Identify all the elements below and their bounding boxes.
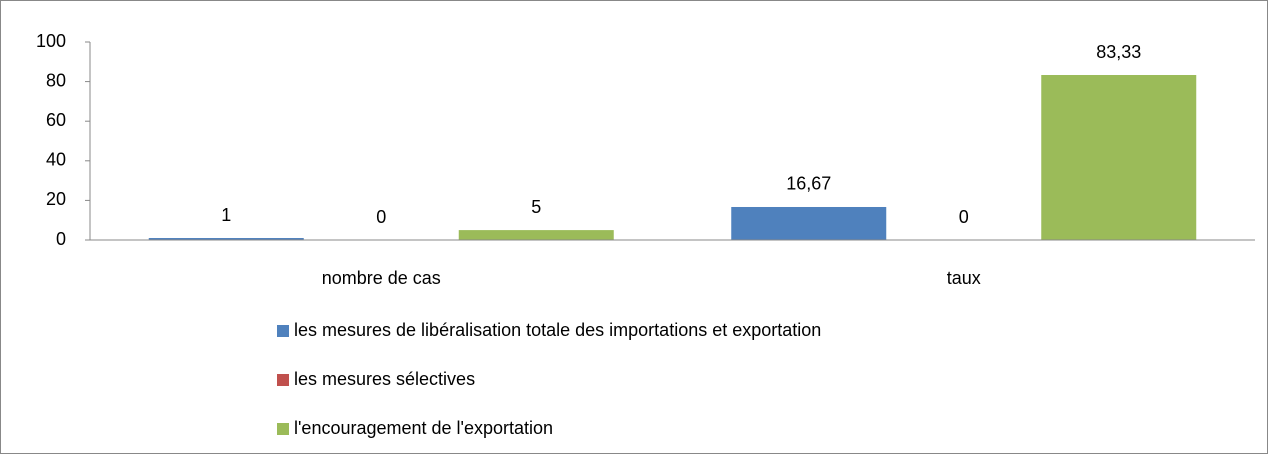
y-tick-label: 60: [46, 110, 66, 130]
legend-label: l'encouragement de l'exportation: [294, 418, 553, 438]
value-label: 0: [376, 207, 386, 227]
bar: [1041, 75, 1197, 241]
value-label: 5: [531, 197, 541, 217]
legend-swatch: [277, 374, 289, 386]
value-label: 1: [221, 205, 231, 225]
legend-swatch: [277, 325, 289, 337]
value-label: 83,33: [1096, 42, 1141, 62]
value-label: 0: [959, 207, 969, 227]
x-tick-label: taux: [947, 268, 981, 288]
legend-label: les mesures de libéralisation totale des…: [294, 320, 821, 340]
legend-swatch: [277, 423, 289, 435]
value-label: 16,67: [786, 174, 831, 194]
legend-label: les mesures sélectives: [294, 369, 475, 389]
bar: [148, 238, 304, 240]
bar: [731, 206, 887, 240]
y-tick-label: 20: [46, 189, 66, 209]
y-tick-label: 100: [36, 31, 66, 51]
y-tick-label: 0: [56, 229, 66, 249]
x-tick-label: nombre de cas: [322, 268, 441, 288]
bar: [458, 230, 614, 240]
y-tick-label: 40: [46, 150, 66, 170]
y-tick-label: 80: [46, 70, 66, 90]
